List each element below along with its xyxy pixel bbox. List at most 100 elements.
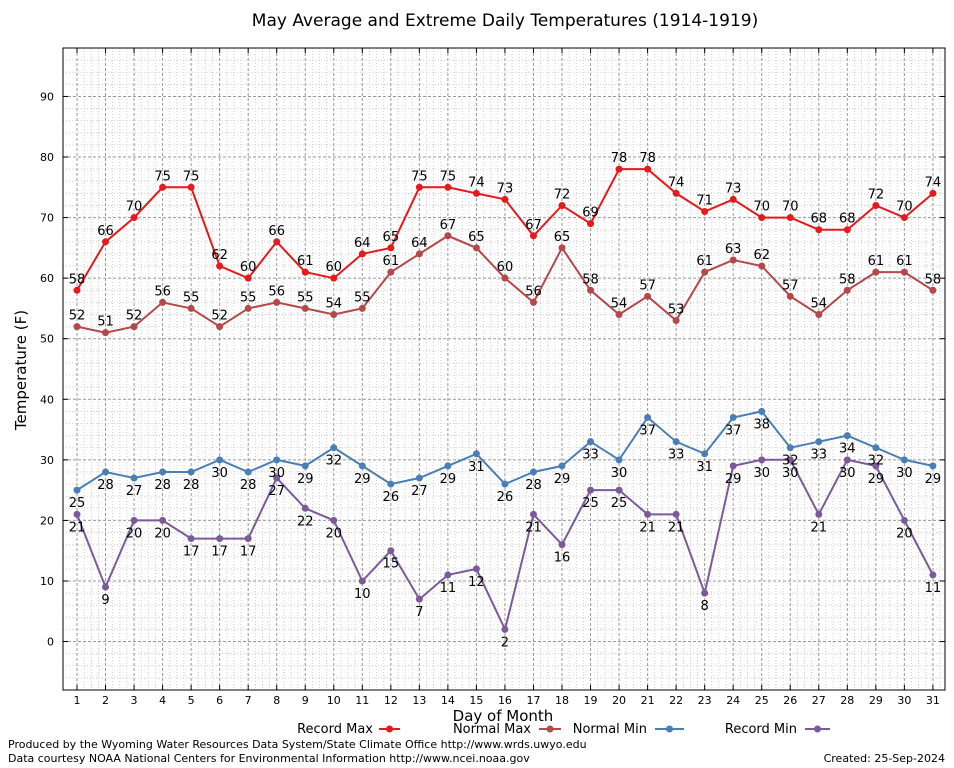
normal-max-data-label: 55 — [354, 290, 371, 305]
record-min-point — [73, 510, 81, 518]
normal-min-data-label: 26 — [497, 490, 514, 505]
normal-max-point — [73, 323, 81, 331]
record-min-point — [472, 565, 480, 573]
normal-max-data-label: 57 — [639, 278, 656, 293]
record-min-point — [615, 486, 623, 494]
normal-max-data-label: 61 — [696, 254, 713, 269]
record-max-point — [729, 195, 737, 203]
record-min-point — [758, 456, 766, 464]
normal-min-data-label: 31 — [696, 460, 713, 475]
normal-max-point — [701, 268, 709, 276]
record-max-point — [159, 183, 167, 191]
normal-min-point — [529, 468, 537, 476]
record-max-data-label: 74 — [468, 175, 485, 190]
normal-min-point — [501, 480, 509, 488]
normal-max-point — [872, 268, 880, 276]
record-min-data-label: 7 — [415, 605, 423, 620]
record-max-data-label: 75 — [154, 169, 171, 184]
record-max-data-label: 70 — [782, 200, 799, 215]
x-tick-label: 23 — [698, 694, 712, 707]
normal-min-point — [159, 468, 167, 476]
series-normal-max — [73, 232, 937, 337]
series-layer — [73, 165, 937, 633]
record-max-point — [472, 189, 480, 197]
record-max-data-label: 73 — [497, 181, 514, 196]
record-min-point — [358, 577, 366, 585]
record-max-point — [187, 183, 195, 191]
normal-min-data-label: 28 — [154, 478, 171, 493]
y-tick-label: 90 — [40, 90, 54, 103]
record-max-point — [872, 201, 880, 209]
record-max-data-label: 70 — [896, 200, 913, 215]
y-tick-label: 70 — [40, 212, 54, 225]
record-min-point — [929, 571, 937, 579]
normal-max-point — [358, 304, 366, 312]
record-max-data-label: 75 — [440, 169, 457, 184]
legend-swatch-marker — [386, 725, 393, 733]
record-min-data-label: 20 — [126, 526, 143, 541]
normal-max-point — [415, 250, 423, 258]
record-max-data-label: 75 — [411, 169, 428, 184]
record-max-data-label: 65 — [383, 230, 400, 245]
x-tick-label: 12 — [384, 694, 398, 707]
x-tick-label: 6 — [216, 694, 223, 707]
record-min-data-label: 2 — [501, 635, 509, 650]
record-min-data-label: 21 — [69, 520, 86, 535]
normal-min-point — [587, 438, 595, 446]
normal-min-data-label: 26 — [383, 490, 400, 505]
series-normal-min — [73, 407, 937, 494]
normal-max-point — [729, 256, 737, 264]
record-max-data-label: 71 — [696, 194, 713, 209]
record-min-data-label: 20 — [325, 526, 342, 541]
record-max-point — [244, 274, 252, 282]
record-max-data-label: 66 — [268, 224, 285, 239]
normal-max-point — [102, 329, 110, 337]
x-tick-label: 17 — [526, 694, 540, 707]
normal-max-point — [644, 292, 652, 300]
normal-min-point — [415, 474, 423, 482]
record-min-point — [529, 510, 537, 518]
normal-max-data-label: 55 — [183, 290, 200, 305]
normal-max-data-label: 61 — [383, 254, 400, 269]
record-min-data-label: 21 — [811, 520, 828, 535]
record-min-point — [786, 456, 794, 464]
normal-min-point — [273, 456, 281, 464]
normal-min-point — [102, 468, 110, 476]
record-max-point — [558, 201, 566, 209]
normal-max-data-label: 61 — [896, 254, 913, 269]
series-record-min — [73, 456, 937, 633]
record-max-data-label: 61 — [297, 254, 314, 269]
legend-item-normal-max: Normal Max — [453, 722, 561, 737]
normal-max-data-label: 56 — [268, 284, 285, 299]
normal-max-point — [187, 304, 195, 312]
record-max-point — [301, 268, 309, 276]
normal-min-data-label: 28 — [525, 478, 542, 493]
record-min-data-label: 12 — [468, 575, 485, 590]
normal-min-point — [701, 450, 709, 458]
normal-max-point — [130, 323, 138, 331]
normal-max-point — [815, 310, 823, 318]
normal-min-point — [472, 450, 480, 458]
normal-max-data-label: 56 — [525, 284, 542, 299]
x-tick-label: 4 — [159, 694, 166, 707]
x-tick-label: 9 — [302, 694, 309, 707]
normal-min-data-label: 30 — [211, 466, 228, 481]
normal-max-data-label: 52 — [69, 309, 86, 324]
record-min-point — [244, 535, 252, 543]
normal-max-point — [472, 244, 480, 252]
record-max-point — [758, 214, 766, 222]
record-max-point — [415, 183, 423, 191]
record-max-point — [815, 226, 823, 234]
normal-min-point — [558, 462, 566, 470]
x-tick-label: 7 — [245, 694, 252, 707]
record-min-point — [501, 625, 509, 633]
record-min-point — [301, 504, 309, 512]
record-max-data-label: 70 — [753, 200, 770, 215]
normal-max-point — [244, 304, 252, 312]
x-tick-label: 5 — [188, 694, 195, 707]
record-max-data-label: 78 — [611, 151, 628, 166]
record-max-data-label: 68 — [839, 212, 856, 227]
normal-max-data-label: 62 — [753, 248, 770, 263]
normal-min-data-label: 28 — [97, 478, 114, 493]
